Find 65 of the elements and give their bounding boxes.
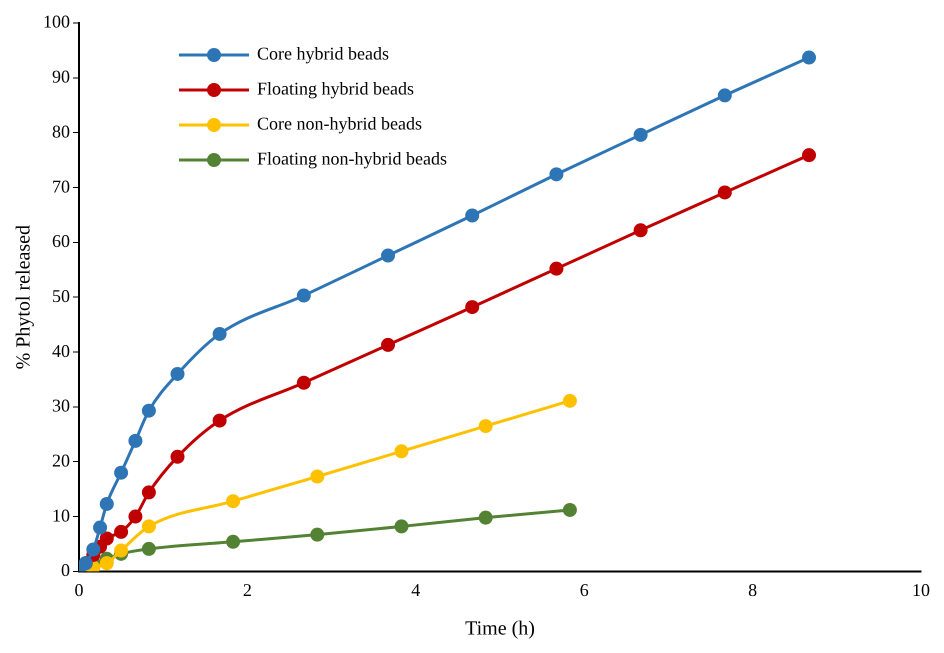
point (562, 502, 577, 517)
point (465, 300, 480, 314)
y-tick-label: 20 (52, 450, 70, 470)
y-tick-label: 50 (52, 286, 70, 306)
point (100, 496, 114, 511)
point (128, 434, 142, 448)
point (381, 338, 396, 352)
y-tick-label: 100 (43, 12, 70, 32)
point (310, 528, 324, 542)
y-tick-label: 40 (52, 340, 70, 361)
point (381, 248, 396, 263)
point (86, 542, 100, 556)
point (100, 531, 114, 546)
point (170, 366, 185, 381)
y-tick-label: 30 (52, 396, 70, 416)
point (226, 534, 240, 549)
y-tick-label: 70 (52, 176, 70, 196)
x-tick-label: 6 (580, 580, 589, 600)
point (549, 262, 564, 276)
point (114, 524, 128, 539)
legend-label: Floating non-hybrid beads (257, 148, 447, 169)
point (802, 50, 816, 65)
point (142, 404, 156, 418)
point (114, 544, 128, 558)
point (394, 519, 408, 534)
point (394, 444, 408, 458)
point (170, 450, 185, 464)
point (634, 223, 648, 238)
x-tick-label: 8 (748, 580, 758, 600)
y-tick-label: 80 (52, 121, 70, 142)
point (226, 494, 240, 508)
point (802, 148, 816, 162)
point (634, 128, 648, 142)
x-tick-label: 2 (242, 580, 252, 600)
point (212, 326, 227, 341)
point (296, 376, 311, 390)
legend-label: Core hybrid beads (257, 44, 389, 64)
point (142, 485, 156, 500)
legend-label: Floating hybrid beads (257, 78, 414, 99)
point (100, 556, 114, 570)
point (465, 208, 480, 222)
point (93, 520, 108, 535)
legend-label: Core non-hybrid beads (257, 114, 422, 134)
y-tick-label: 90 (52, 66, 70, 87)
x-tick-label: 0 (74, 580, 84, 600)
point (718, 185, 732, 200)
x-tick-label: 10 (912, 580, 930, 600)
point (296, 288, 311, 303)
point (128, 510, 142, 524)
y-axis-title: % Phytol released (12, 224, 34, 370)
point (478, 419, 493, 434)
point (562, 394, 577, 408)
y-tick-label: 60 (52, 231, 70, 252)
point (142, 519, 156, 534)
point (310, 470, 324, 484)
point (718, 88, 732, 102)
y-tick-label: 0 (61, 560, 70, 580)
point (478, 510, 493, 525)
x-tick-label: 4 (411, 580, 420, 600)
y-tick-label: 10 (52, 505, 70, 526)
point (114, 466, 128, 480)
point (212, 414, 227, 428)
point (549, 167, 564, 182)
point (142, 542, 156, 556)
x-axis-title: Time (h) (465, 617, 535, 640)
